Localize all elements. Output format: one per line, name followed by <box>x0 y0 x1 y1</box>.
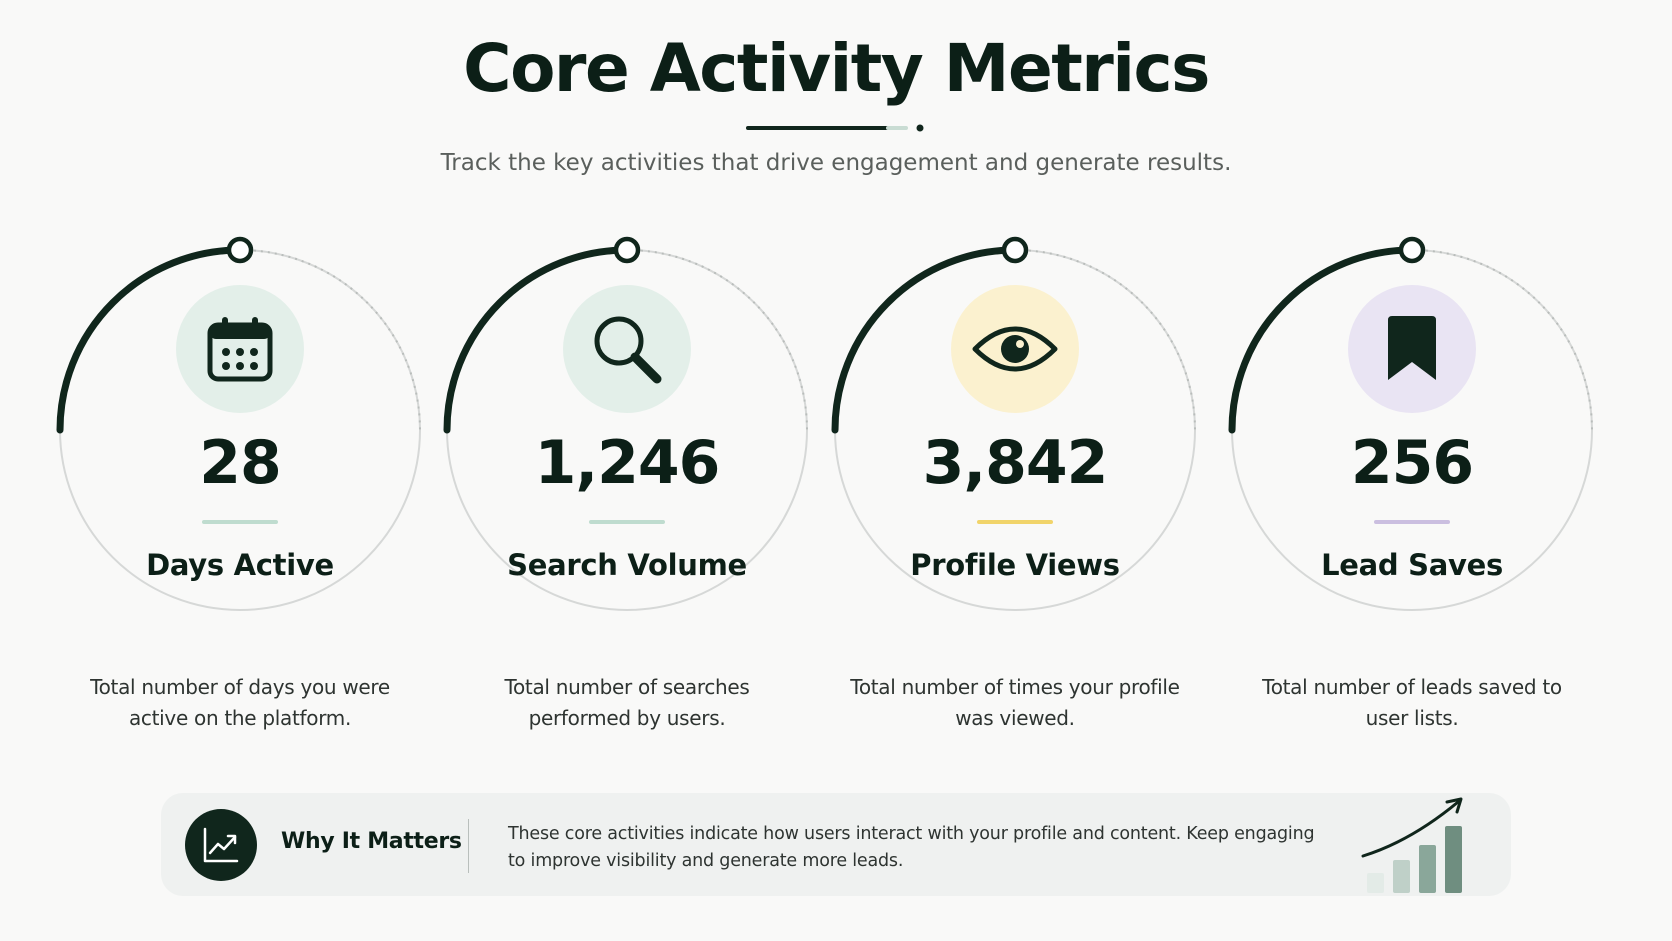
metric-value: 28 <box>199 428 282 498</box>
metric-value: 256 <box>1350 428 1474 498</box>
title-underline <box>746 124 924 132</box>
page-subtitle: Track the key activities that drive enga… <box>440 150 1232 176</box>
banner-text: These core activities indicate how users… <box>508 824 1315 871</box>
metric-description: Total number of times your profile was v… <box>850 675 1180 730</box>
calendar-icon-badge <box>176 285 304 413</box>
metric-description: Total number of searches performed by us… <box>504 675 750 730</box>
eye-icon-badge <box>951 285 1079 413</box>
why-it-matters-banner: Why It Matters These core activities ind… <box>161 793 1511 896</box>
metric-label: Search Volume <box>507 548 747 582</box>
eye-icon <box>972 326 1058 372</box>
metric-card-days-active: 28 Days Active Total number of days you … <box>50 228 430 738</box>
metric-card-lead-saves: 256 Lead Saves Total number of leads sav… <box>1222 228 1602 738</box>
magnifier-icon <box>594 316 662 384</box>
progress-ring <box>1228 236 1593 611</box>
progress-ring <box>831 236 1196 611</box>
metric-value: 3,842 <box>922 428 1109 498</box>
metric-card-profile-views: 3,842 Profile Views Total number of time… <box>825 228 1205 738</box>
progress-ring <box>56 236 421 611</box>
accent-line <box>589 520 665 524</box>
banner-title: Why It Matters <box>281 829 462 854</box>
metric-description: Total number of leads saved to user list… <box>1262 675 1562 730</box>
progress-ring <box>443 236 808 611</box>
calendar-icon <box>207 317 273 382</box>
metric-label: Profile Views <box>910 548 1120 582</box>
bookmark-icon <box>1388 316 1436 380</box>
trend-chart-icon <box>203 827 239 863</box>
trend-chart-icon-badge <box>185 809 257 881</box>
accent-line <box>1374 520 1450 524</box>
page-title: Core Activity Metrics <box>463 30 1210 107</box>
metric-label: Days Active <box>146 548 334 582</box>
accent-line <box>202 520 278 524</box>
metric-description: Total number of days you were active on … <box>90 675 390 730</box>
metric-card-search-volume: 1,246 Search Volume Total number of sear… <box>437 228 817 738</box>
magnifier-icon-badge <box>563 285 691 413</box>
accent-line <box>977 520 1053 524</box>
metric-value: 1,246 <box>534 428 721 498</box>
growth-bars-icon <box>1361 797 1463 893</box>
banner-divider <box>468 819 469 873</box>
bookmark-icon-badge <box>1348 285 1476 413</box>
metric-label: Lead Saves <box>1321 548 1503 582</box>
